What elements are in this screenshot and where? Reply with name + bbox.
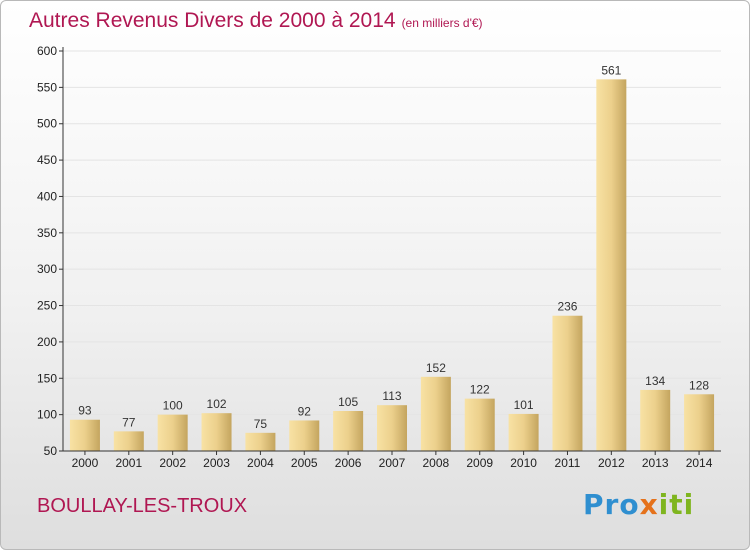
data-label: 102 [207, 397, 227, 411]
y-tick-label: 350 [37, 226, 57, 240]
y-tick-label: 50 [44, 444, 58, 458]
data-label: 77 [122, 415, 136, 429]
x-tick-label: 2004 [247, 456, 274, 470]
x-tick-label: 2002 [159, 456, 186, 470]
x-tick-label: 2010 [510, 456, 537, 470]
data-label: 236 [557, 300, 577, 314]
x-tick-label: 2014 [686, 456, 713, 470]
logo-part-2: x [639, 488, 659, 521]
data-label: 100 [163, 399, 183, 413]
data-labels: 93 77 100 102 75 92 105 113 152 122 101 236 561 134 12… [78, 63, 709, 430]
y-tick-label: 400 [37, 189, 57, 203]
chart-title: Autres Revenus Divers de 2000 à 2014 (en … [29, 9, 483, 33]
data-label: 128 [689, 378, 709, 392]
bar [552, 315, 583, 451]
y-tick-label: 300 [37, 262, 57, 276]
bar [69, 419, 100, 451]
logo-part-1: Pro [583, 488, 640, 521]
commune-name: BOULLAY-LES-TROUX [37, 495, 248, 517]
x-tick-label: 2009 [466, 456, 493, 470]
y-tick-label: 200 [37, 335, 57, 349]
y-tick-label: 450 [37, 153, 57, 167]
bar [245, 432, 276, 451]
x-tick-label: 2006 [335, 456, 362, 470]
logo-part-3: iti [658, 488, 695, 521]
data-label: 92 [298, 404, 312, 418]
y-tick-label: 500 [37, 117, 57, 131]
y-tick-label: 250 [37, 299, 57, 313]
bar [596, 79, 627, 451]
x-tick-label: 2001 [115, 456, 142, 470]
chart-title-text: Autres Revenus Divers de 2000 à 2014 [29, 9, 396, 32]
bar [113, 431, 144, 451]
bar [377, 405, 407, 451]
x-tick-label: 2000 [72, 456, 99, 470]
y-tick-label: 550 [37, 80, 57, 94]
x-tick-label: 2008 [423, 456, 450, 470]
bar [157, 414, 188, 451]
y-tick-label: 600 [37, 44, 57, 58]
proxiti-logo[interactable]: Proxiti [583, 488, 694, 521]
x-tick-label: 2011 [555, 456, 581, 470]
data-label: 105 [338, 395, 358, 409]
y-tick-label: 150 [37, 371, 57, 385]
chart-unit: (en milliers d'€) [401, 16, 483, 30]
bar [289, 420, 320, 451]
x-tick-label: 2003 [203, 456, 230, 470]
x-tick-label: 2007 [379, 456, 406, 470]
data-label: 152 [426, 361, 446, 375]
data-label: 134 [645, 374, 665, 388]
bar [201, 413, 232, 451]
data-label: 561 [601, 63, 621, 77]
bar [684, 394, 715, 451]
bar [420, 376, 451, 451]
bars [69, 79, 715, 451]
data-label: 93 [78, 404, 92, 418]
axes: 50 100 150 200 250 300 350 400 450 500 550 600 2000 2… [37, 44, 721, 470]
data-label: 75 [254, 417, 268, 431]
bar [333, 411, 364, 451]
data-label: 101 [514, 398, 534, 412]
data-label: 122 [470, 383, 490, 397]
bar [508, 413, 539, 451]
bar [464, 398, 495, 451]
data-label: 113 [382, 389, 401, 403]
x-tick-label: 2013 [642, 456, 669, 470]
x-tick-label: 2012 [598, 456, 625, 470]
bar [640, 389, 671, 451]
y-tick-label: 100 [37, 408, 57, 422]
x-tick-label: 2005 [291, 456, 318, 470]
